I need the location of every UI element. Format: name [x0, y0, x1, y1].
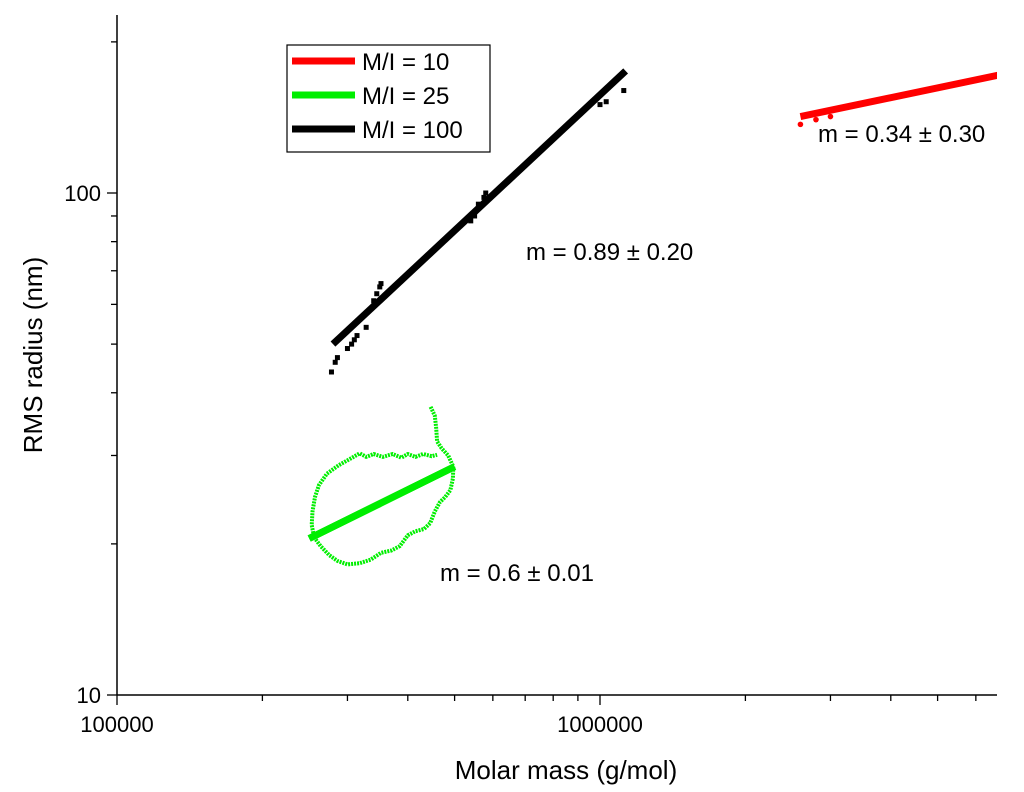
- slope-annotation: m = 0.6 ± 0.01: [440, 560, 594, 587]
- annotations: m = 0.34 ± 0.30 m = 0.6 ± 0.01 m = 0.89 ± …: [440, 121, 985, 587]
- legend-label: M/I = 10: [362, 49, 449, 76]
- data-point: [377, 284, 383, 290]
- data-point: [827, 113, 834, 120]
- y-tick-label: 10: [77, 683, 101, 708]
- fit-line: [799, 71, 997, 120]
- data-point: [813, 116, 819, 123]
- data-point: [468, 218, 474, 224]
- fit-line: [330, 68, 629, 347]
- data-point: [378, 281, 384, 287]
- data-point: [344, 346, 350, 352]
- data-point: [334, 355, 340, 361]
- data-point: [483, 190, 489, 196]
- x-tick-label: 1000000: [557, 712, 643, 737]
- fit-line: [307, 463, 457, 542]
- data-point: [332, 359, 338, 365]
- data-point: [475, 201, 481, 207]
- series-1: [797, 71, 997, 128]
- data-point: [363, 324, 369, 330]
- tick-labels: 100000 1000000 10 100: [64, 181, 643, 737]
- data-point: [349, 341, 355, 347]
- slope-annotation: m = 0.89 ± 0.20: [526, 239, 693, 266]
- series-layer: [307, 68, 997, 567]
- ticks: [107, 41, 977, 705]
- data-point: [472, 213, 478, 219]
- data-point: [797, 121, 804, 128]
- data-point: [328, 369, 334, 375]
- legend-label: M/I = 25: [362, 83, 449, 110]
- slope-annotation: m = 0.34 ± 0.30: [818, 121, 985, 148]
- axes: [116, 15, 997, 696]
- series-3: [328, 68, 629, 375]
- data-point: [603, 99, 609, 105]
- y-tick-label: 100: [64, 181, 101, 206]
- data-curve: [309, 405, 456, 567]
- data-point: [597, 102, 603, 108]
- legend-label: M/I = 100: [362, 117, 463, 144]
- legend: M/I = 10 M/I = 25 M/I = 100: [286, 44, 491, 153]
- data-point: [354, 333, 360, 339]
- y-axis-title: RMS radius (nm): [18, 257, 48, 453]
- data-point: [481, 194, 487, 200]
- x-tick-label: 100000: [80, 712, 153, 737]
- data-point: [351, 337, 357, 343]
- x-axis-title: Molar mass (g/mol): [455, 755, 677, 785]
- data-point: [621, 88, 627, 94]
- data-point: [371, 298, 377, 304]
- data-point: [374, 291, 380, 297]
- series-2: [307, 405, 457, 567]
